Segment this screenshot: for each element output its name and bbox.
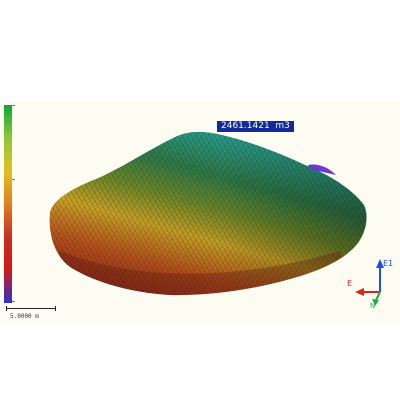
terrain-edge-highlight <box>308 164 336 175</box>
legend-tick <box>12 179 15 180</box>
down-axis-label: N <box>370 302 375 309</box>
orientation-axes[interactable]: E1 E N <box>346 254 396 309</box>
terrain-mesh[interactable] <box>0 101 400 323</box>
volume-readout: 2461.1421 m3 <box>217 121 294 132</box>
3d-viewport[interactable]: 2461.1421 m3 5.0000 m E1 E N <box>0 101 400 323</box>
up-axis-label: E1 <box>383 259 393 268</box>
left-axis-label: E <box>347 279 352 288</box>
scale-bar-line <box>6 308 56 309</box>
scale-bar-end <box>55 306 56 311</box>
scale-bar-label: 5.0000 m <box>10 313 39 320</box>
down-axis-line <box>375 291 381 301</box>
up-axis-arrow-icon <box>376 259 384 268</box>
legend-tick <box>12 301 15 302</box>
legend-tick <box>12 105 15 106</box>
left-axis-arrow-icon <box>355 288 364 296</box>
elevation-color-legend <box>4 105 12 303</box>
down-axis-arrow-icon <box>372 299 379 306</box>
scale-bar: 5.0000 m <box>6 306 60 322</box>
